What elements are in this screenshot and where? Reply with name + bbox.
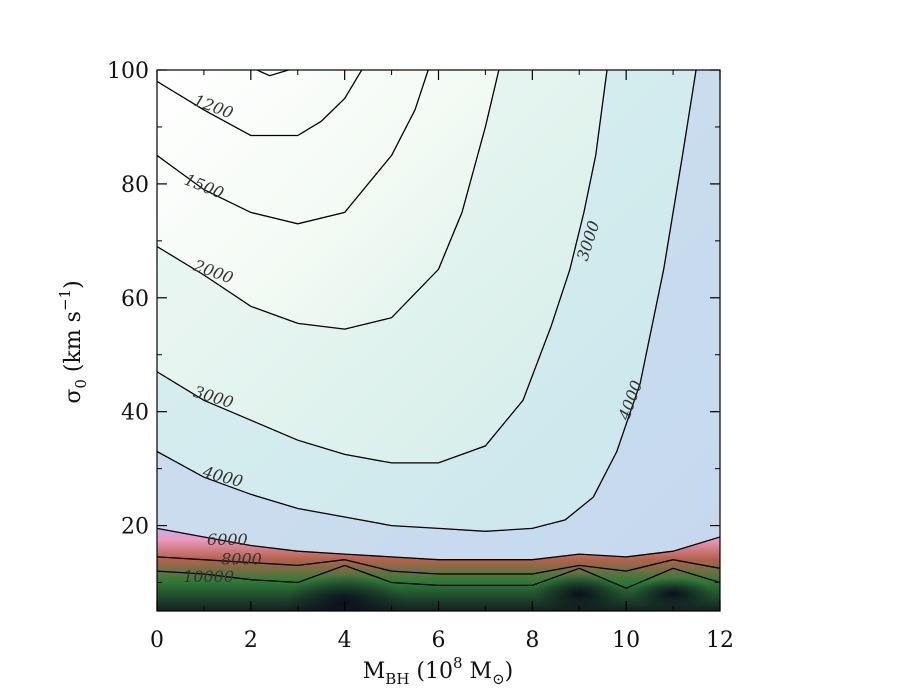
x-tick-label: 8 [525, 628, 539, 653]
contour-line-4000 [157, 70, 697, 532]
x-tick-label: 0 [150, 628, 164, 653]
contour-label-6000: 6000 [207, 530, 248, 549]
x-axis-title-close: ) [505, 659, 514, 684]
x-axis: 0 2 4 6 8 10 12 [150, 70, 734, 653]
x-tick-label: 2 [244, 628, 258, 653]
y-axis-title-close: ) [61, 280, 86, 289]
x-tick-label: 4 [338, 628, 352, 653]
fill-dark-patch [633, 577, 714, 610]
x-axis-title: MBH (108 M⊙) [363, 654, 513, 688]
fill-band-3000 [157, 70, 720, 611]
y-axis-title: σ0 (km s−1) [56, 280, 90, 403]
contour-line-1500 [157, 70, 429, 225]
x-axis-title-rest: (10 [409, 659, 453, 684]
x-axis-title-sub: BH [385, 670, 409, 688]
fill-dark-patch [534, 573, 625, 611]
contour-line-10000 [157, 564, 720, 589]
x-axis-title-unit: M [463, 659, 493, 684]
plot-area: 1200150020003000400060008000100003000400… [157, 70, 720, 611]
y-axis-title-sub: 0 [72, 379, 90, 389]
contour-line-8000 [157, 556, 720, 575]
contour-label-8000: 8000 [221, 550, 262, 569]
y-tick-label: 100 [107, 59, 149, 84]
x-tick-label: 12 [706, 628, 734, 653]
x-axis-title-main: M [363, 659, 386, 684]
contour-fills [157, 70, 720, 611]
x-tick-label: 10 [612, 628, 640, 653]
y-tick-label: 60 [121, 287, 149, 312]
y-tick-label: 80 [121, 173, 149, 198]
contour-line-3000 [157, 70, 608, 464]
y-tick-label: 40 [121, 401, 149, 426]
y-axis-title-rest: (km s [61, 311, 86, 379]
contour-line-1200 [157, 70, 363, 137]
y-axis-title-sup: −1 [56, 289, 74, 311]
contour-label-10000: 10000 [183, 567, 234, 586]
fill-dark-patch [284, 574, 405, 611]
y-tick-label: 20 [121, 515, 149, 540]
y-axis-title-main: σ [61, 389, 86, 404]
contour-line-2000 [157, 70, 500, 330]
y-axis: 20 40 60 80 100 [107, 59, 720, 584]
x-axis-title-unit-sub: ⊙ [492, 670, 505, 688]
x-axis-title-sup: 8 [453, 654, 463, 672]
contour-line-6000 [157, 527, 720, 561]
x-tick-label: 6 [432, 628, 446, 653]
